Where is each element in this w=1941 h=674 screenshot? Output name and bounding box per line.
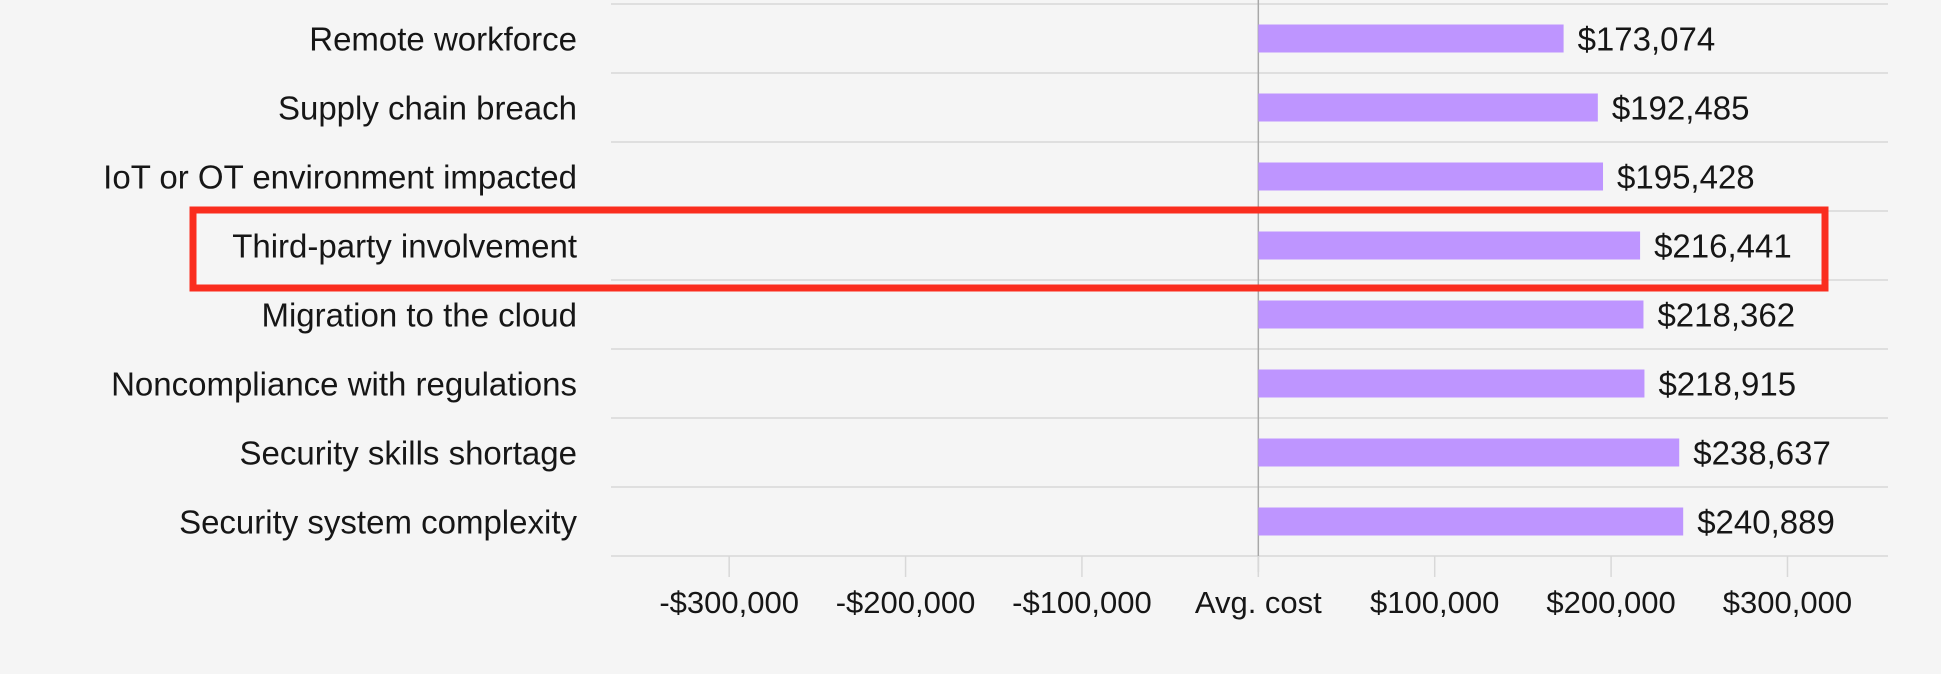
value-label: $240,889 (1697, 504, 1835, 541)
category-label: Migration to the cloud (261, 297, 577, 334)
value-label: $218,915 (1658, 366, 1796, 403)
x-tick-label: $100,000 (1370, 585, 1499, 620)
x-tick-label: -$200,000 (836, 585, 976, 620)
value-label: $216,441 (1654, 228, 1792, 265)
bar (1258, 24, 1564, 53)
value-label: $173,074 (1578, 21, 1716, 58)
value-label: $195,428 (1617, 159, 1755, 196)
bar (1258, 231, 1641, 260)
category-label: Noncompliance with regulations (111, 366, 577, 403)
x-tick-label: -$300,000 (659, 585, 799, 620)
category-label: Remote workforce (309, 21, 577, 58)
category-label: IoT or OT environment impacted (103, 159, 577, 196)
category-label: Third-party involvement (232, 228, 577, 265)
highlight-box (189, 206, 1829, 292)
bar (1258, 507, 1684, 536)
value-label: $218,362 (1657, 297, 1795, 334)
bar (1258, 93, 1598, 122)
value-label: $238,637 (1693, 435, 1831, 472)
category-label: Security system complexity (179, 504, 577, 541)
x-tick-label: -$100,000 (1012, 585, 1152, 620)
bar (1258, 162, 1604, 191)
bar (1258, 369, 1645, 398)
value-label: $192,485 (1612, 90, 1750, 127)
bar (1258, 300, 1644, 329)
bar (1258, 438, 1680, 467)
category-label: Supply chain breach (278, 90, 577, 127)
x-tick-label: $200,000 (1546, 585, 1675, 620)
x-tick-label: Avg. cost (1195, 585, 1322, 620)
x-tick-label: $300,000 (1723, 585, 1852, 620)
category-label: Security skills shortage (240, 435, 577, 472)
